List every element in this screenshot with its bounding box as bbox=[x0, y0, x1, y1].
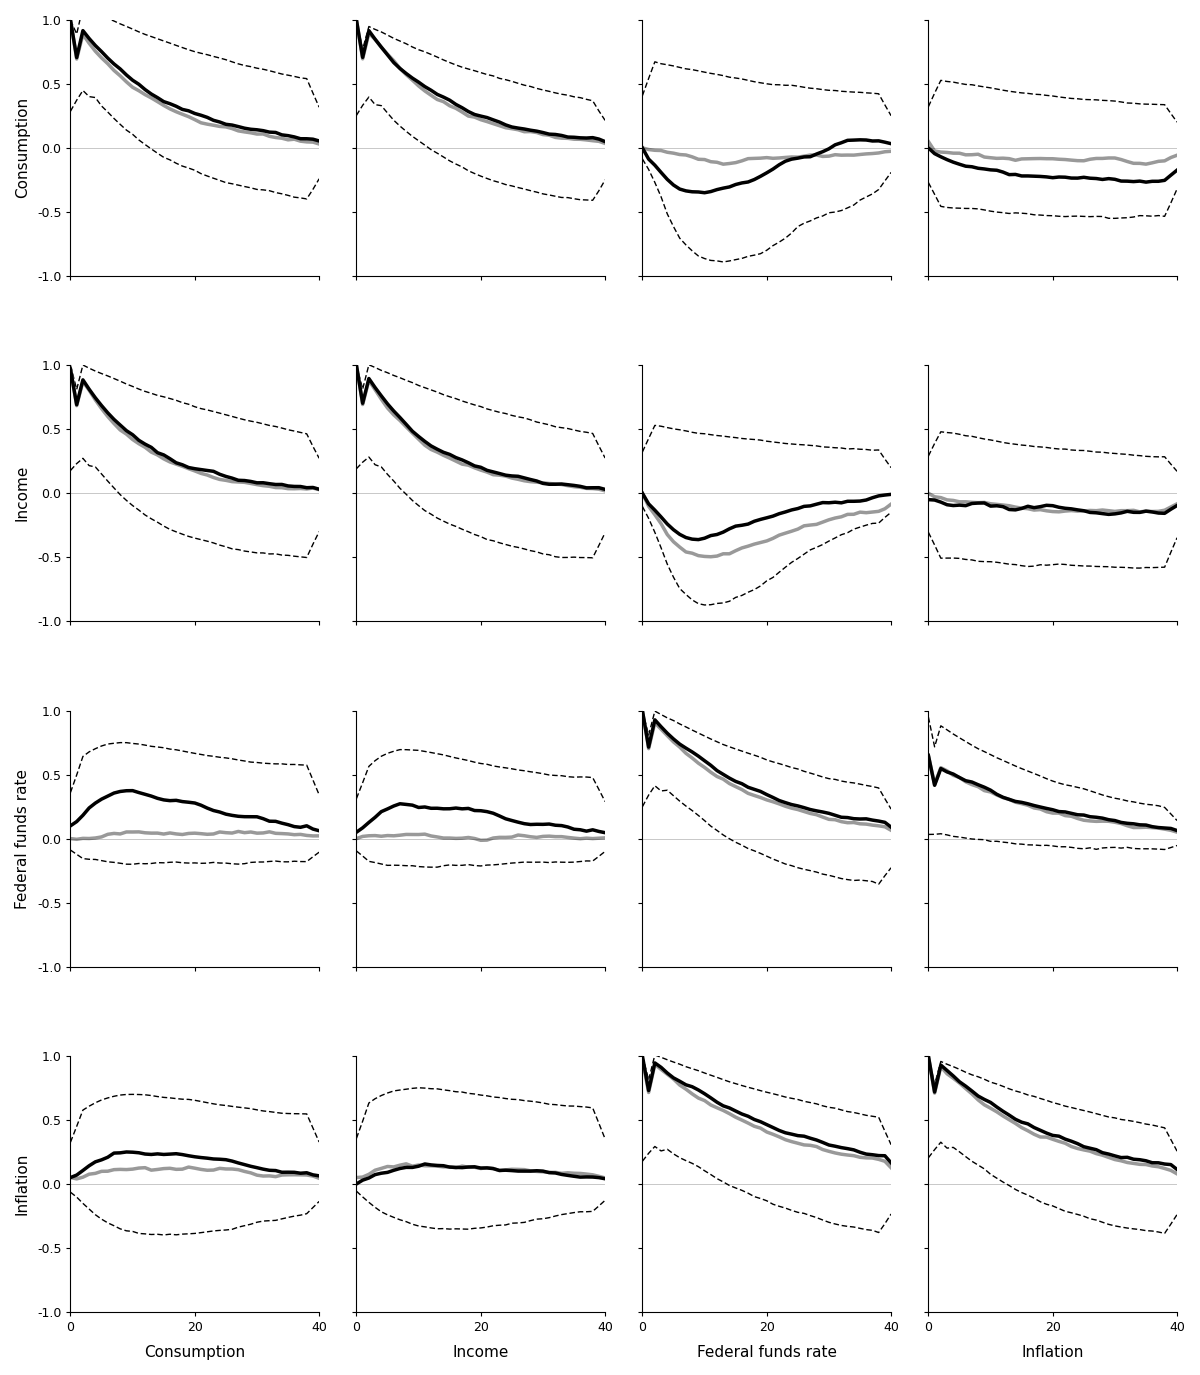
X-axis label: Federal funds rate: Federal funds rate bbox=[697, 1345, 836, 1360]
Y-axis label: Federal funds rate: Federal funds rate bbox=[14, 769, 30, 909]
Y-axis label: Income: Income bbox=[14, 465, 30, 521]
X-axis label: Income: Income bbox=[452, 1345, 509, 1360]
Y-axis label: Inflation: Inflation bbox=[14, 1152, 30, 1216]
X-axis label: Inflation: Inflation bbox=[1021, 1345, 1084, 1360]
Y-axis label: Consumption: Consumption bbox=[14, 98, 30, 198]
X-axis label: Consumption: Consumption bbox=[144, 1345, 245, 1360]
